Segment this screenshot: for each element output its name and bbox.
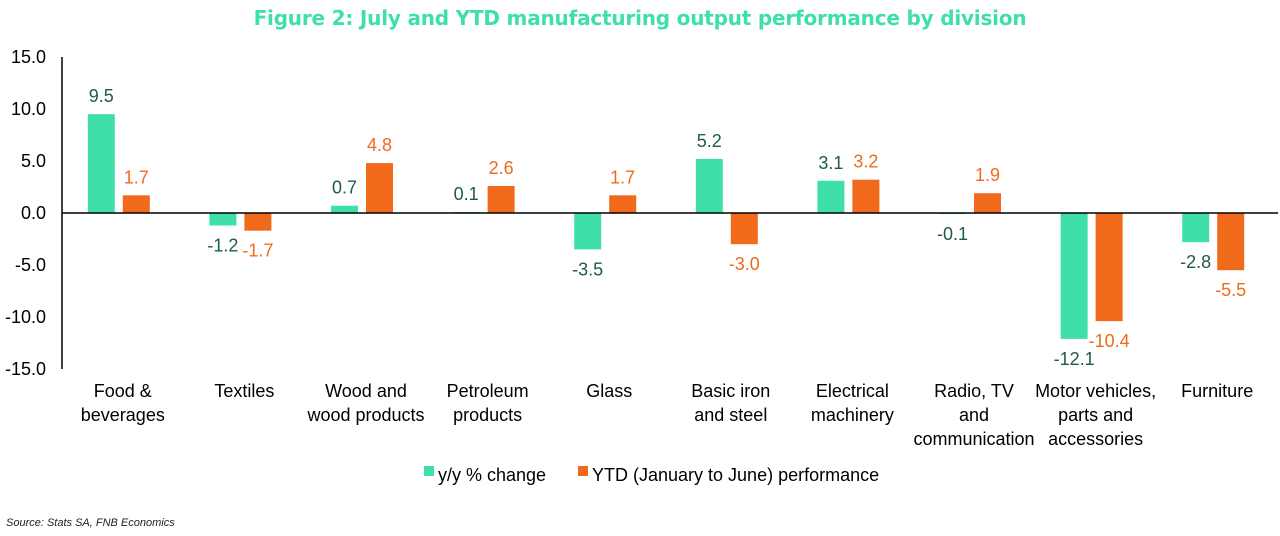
data-label-ytd: -10.4 (1089, 331, 1130, 351)
data-label-yy: -0.1 (937, 224, 968, 244)
category-label: accessories (1048, 429, 1143, 449)
legend-label-yy: y/y % change (438, 465, 546, 485)
data-label-yy: 5.2 (697, 131, 722, 151)
bar-ytd-performance (974, 193, 1001, 213)
category-label: Radio, TV (934, 381, 1014, 401)
category-label: products (453, 405, 522, 425)
category-label: Furniture (1181, 381, 1253, 401)
data-label-ytd: 4.8 (367, 135, 392, 155)
data-label-yy: -3.5 (572, 259, 603, 279)
bar-ytd-performance (852, 179, 880, 213)
category-label: wood products (306, 405, 424, 425)
data-label-yy: 9.5 (89, 86, 114, 106)
y-tick-label: 0.0 (21, 203, 46, 223)
chart-title: Figure 2: July and YTD manufacturing out… (253, 6, 1027, 30)
data-label-yy: -1.2 (207, 235, 238, 255)
bar-yy-change (695, 158, 723, 213)
data-label-ytd: -3.0 (729, 254, 760, 274)
category-label: and steel (694, 405, 767, 425)
bar-yy-change (209, 213, 237, 226)
data-label-ytd: 1.7 (124, 167, 149, 187)
y-tick-label: -10.0 (5, 307, 46, 327)
y-tick-label: 10.0 (11, 99, 46, 119)
legend-swatch-yy (424, 466, 434, 476)
category-label: Motor vehicles, (1035, 381, 1156, 401)
data-label-ytd: 1.9 (975, 165, 1000, 185)
data-label-yy: -2.8 (1180, 252, 1211, 272)
y-tick-label: 5.0 (21, 151, 46, 171)
category-label: Electrical (816, 381, 889, 401)
data-label-ytd: 2.6 (489, 158, 514, 178)
category-label: machinery (811, 405, 894, 425)
bar-yy-change (87, 114, 115, 213)
data-label-yy: 3.1 (818, 153, 843, 173)
bar-ytd-performance (609, 195, 637, 213)
bar-yy-change (1182, 213, 1210, 243)
y-tick-label: -15.0 (5, 359, 46, 379)
bar-ytd-performance (487, 185, 515, 213)
category-label: Textiles (214, 381, 274, 401)
data-label-ytd: 1.7 (610, 167, 635, 187)
bar-ytd-performance (366, 163, 393, 213)
category-label: Food & (94, 381, 152, 401)
y-tick-label: -5.0 (15, 255, 46, 275)
category-label: beverages (81, 405, 165, 425)
bar-ytd-performance (244, 213, 272, 231)
data-label-ytd: -5.5 (1215, 280, 1246, 300)
bar-yy-change (1060, 213, 1088, 339)
bar-ytd-performance (1217, 213, 1245, 271)
data-label-yy: 0.7 (332, 178, 357, 198)
category-label: parts and (1058, 405, 1133, 425)
legend-swatch-ytd (578, 466, 588, 476)
category-label: communication (913, 429, 1034, 449)
category-label: Basic iron (691, 381, 770, 401)
source-note: Source: Stats SA, FNB Economics (6, 517, 175, 529)
bar-yy-change (574, 213, 602, 250)
category-label: and (959, 405, 989, 425)
data-label-ytd: 3.2 (853, 152, 878, 172)
category-label: Glass (586, 381, 632, 401)
data-label-yy: -12.1 (1054, 349, 1095, 369)
bar-ytd-performance (1095, 213, 1123, 322)
category-label: Wood and (325, 381, 407, 401)
bar-ytd-performance (730, 213, 758, 245)
data-label-ytd: -1.7 (242, 241, 273, 261)
legend-label-ytd: YTD (January to June) performance (592, 465, 879, 485)
category-label: Petroleum (447, 381, 529, 401)
bar-yy-change (331, 205, 358, 213)
data-label-yy: 0.1 (454, 184, 479, 204)
y-tick-label: 15.0 (11, 47, 46, 67)
bar-yy-change (817, 180, 845, 213)
bar-ytd-performance (122, 195, 150, 213)
